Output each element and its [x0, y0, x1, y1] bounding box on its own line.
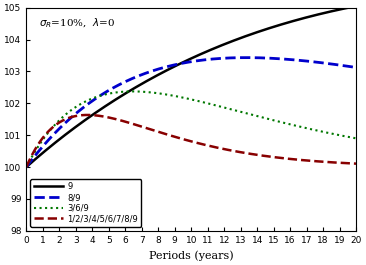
3/6/9: [176, 95, 180, 98]
Line: 3/6/9: 3/6/9: [26, 91, 356, 167]
9: [24, 166, 29, 169]
Legend: 9, 8/9, 3/6/9, 1/2/3/4/5/6/7/8/9: 9, 8/9, 3/6/9, 1/2/3/4/5/6/7/8/9: [30, 179, 141, 227]
3/6/9: [41, 138, 45, 141]
3/6/9: [24, 166, 29, 169]
1/2/3/4/5/6/7/8/9: [41, 136, 45, 139]
8/9: [184, 61, 189, 64]
1/2/3/4/5/6/7/8/9: [344, 162, 349, 165]
1/2/3/4/5/6/7/8/9: [184, 139, 189, 142]
8/9: [284, 58, 288, 61]
8/9: [24, 166, 29, 169]
3/6/9: [344, 135, 349, 138]
9: [344, 6, 348, 10]
Line: 1/2/3/4/5/6/7/8/9: 1/2/3/4/5/6/7/8/9: [26, 115, 356, 167]
Text: $\sigma_R$=10%,  $\lambda$=0: $\sigma_R$=10%, $\lambda$=0: [40, 17, 116, 30]
9: [176, 63, 180, 66]
Line: 9: 9: [26, 6, 356, 167]
3/6/9: [184, 97, 189, 100]
3/6/9: [284, 122, 288, 125]
9: [354, 5, 358, 8]
1/2/3/4/5/6/7/8/9: [85, 113, 90, 117]
8/9: [344, 64, 349, 68]
9: [344, 6, 349, 10]
1/2/3/4/5/6/7/8/9: [176, 136, 180, 139]
8/9: [354, 66, 358, 69]
9: [184, 59, 189, 62]
9: [284, 21, 288, 25]
3/6/9: [344, 135, 349, 138]
1/2/3/4/5/6/7/8/9: [354, 162, 358, 165]
3/6/9: [131, 90, 135, 93]
3/6/9: [354, 137, 358, 140]
1/2/3/4/5/6/7/8/9: [344, 162, 349, 165]
8/9: [344, 64, 349, 68]
1/2/3/4/5/6/7/8/9: [284, 157, 288, 160]
8/9: [244, 56, 249, 59]
9: [41, 151, 45, 154]
Line: 8/9: 8/9: [26, 58, 356, 167]
8/9: [176, 63, 180, 66]
8/9: [41, 144, 45, 148]
X-axis label: Periods (years): Periods (years): [149, 250, 234, 261]
1/2/3/4/5/6/7/8/9: [24, 166, 29, 169]
